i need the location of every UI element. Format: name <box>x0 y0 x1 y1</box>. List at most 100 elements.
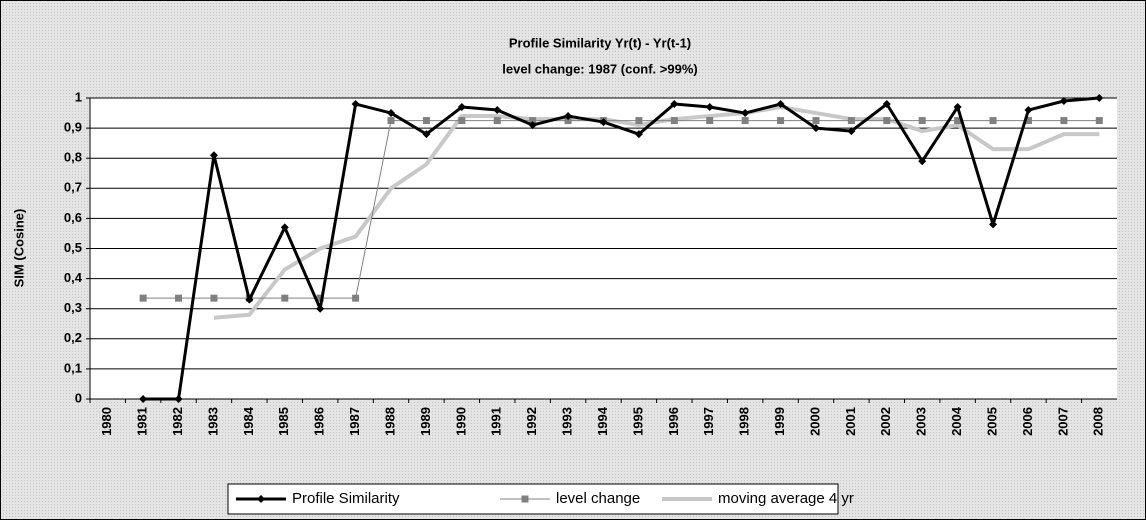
data-point <box>316 304 325 313</box>
x-tick-label: 1995 <box>630 407 645 436</box>
data-point <box>989 220 998 229</box>
data-point <box>175 294 183 302</box>
data-point <box>847 117 855 125</box>
data-point <box>776 100 785 109</box>
data-point <box>209 151 218 160</box>
data-point <box>387 117 395 125</box>
x-tick-label: 1998 <box>737 407 752 436</box>
data-point <box>245 295 254 304</box>
x-tick-label: 1987 <box>347 407 362 436</box>
y-tick-label: 0,4 <box>64 270 83 285</box>
legend-label: Profile Similarity <box>292 490 400 507</box>
x-tick-label: 2004 <box>949 406 964 436</box>
data-point <box>210 294 218 302</box>
data-point <box>741 109 750 118</box>
data-point <box>564 112 573 121</box>
data-point <box>316 294 324 302</box>
y-tick-label: 0,5 <box>64 240 82 255</box>
data-point <box>351 100 360 109</box>
data-point <box>458 117 466 125</box>
x-tick-label: 2006 <box>1020 407 1035 436</box>
data-point <box>493 117 501 125</box>
x-tick-label: 1996 <box>666 407 681 436</box>
x-tick-label: 1989 <box>418 407 433 436</box>
x-tick-label: 1990 <box>453 407 468 436</box>
y-tick-label: 0,7 <box>64 180 82 195</box>
chart-subtitle: level change: 1987 (conf. >99%) <box>502 61 697 76</box>
y-tick-label: 0,2 <box>64 330 82 345</box>
x-tick-label: 2007 <box>1055 407 1070 436</box>
x-tick-label: 2005 <box>984 407 999 436</box>
data-point <box>457 103 466 112</box>
x-tick-label: 1999 <box>772 407 787 436</box>
x-tick-label: 1980 <box>99 407 114 436</box>
x-tick-label: 2003 <box>914 407 929 436</box>
x-tick-label: 1985 <box>276 407 291 436</box>
y-tick-label: 0 <box>75 390 82 405</box>
x-tick-label: 2002 <box>878 407 893 436</box>
data-point <box>1059 97 1068 106</box>
data-point <box>989 117 997 125</box>
data-point <box>847 127 856 136</box>
data-point <box>705 103 714 112</box>
data-point <box>741 117 749 125</box>
x-tick-label: 1991 <box>489 407 504 436</box>
data-point <box>1024 106 1033 115</box>
data-point <box>564 117 572 125</box>
data-point <box>706 117 714 125</box>
series-line <box>143 120 1100 299</box>
x-tick-label: 1988 <box>382 407 397 436</box>
marker <box>257 495 265 503</box>
data-point <box>280 223 289 232</box>
y-tick-label: 0,8 <box>64 150 82 165</box>
y-tick-label: 0,9 <box>64 120 82 135</box>
data-point <box>599 118 608 127</box>
data-point <box>387 109 396 118</box>
x-tick-label: 1994 <box>595 406 610 436</box>
y-axis-label: SIM (Cosine) <box>11 209 26 288</box>
data-point <box>1060 117 1068 125</box>
data-point <box>883 117 891 125</box>
data-point <box>811 124 820 133</box>
marker <box>521 495 529 503</box>
x-tick-label: 2000 <box>807 407 822 436</box>
data-point <box>918 157 927 166</box>
data-point <box>528 121 537 130</box>
data-point <box>670 117 678 125</box>
data-point <box>882 100 891 109</box>
data-point <box>422 130 431 139</box>
y-tick-label: 0,3 <box>64 300 82 315</box>
x-tick-label: 1997 <box>701 407 716 436</box>
data-point <box>422 117 430 125</box>
data-point <box>635 117 643 125</box>
x-tick-label: 2001 <box>843 407 858 436</box>
data-point <box>139 395 148 403</box>
data-point <box>1095 94 1104 102</box>
chart-title: Profile Similarity Yr(t) - Yr(t-1) <box>509 35 691 50</box>
legend-label: level change <box>556 490 640 507</box>
x-tick-label: 1983 <box>205 407 220 436</box>
data-point <box>670 100 679 109</box>
series-line <box>143 96 1100 401</box>
series-line <box>213 105 1100 320</box>
data-point <box>139 294 147 302</box>
data-point <box>1095 117 1103 125</box>
y-tick-label: 0,6 <box>64 210 82 225</box>
data-point <box>954 117 962 125</box>
x-tick-label: 1993 <box>560 407 575 436</box>
x-tick-label: 1981 <box>135 407 150 436</box>
data-point <box>812 117 820 125</box>
data-point <box>918 117 926 125</box>
x-tick-label: 2008 <box>1091 407 1106 436</box>
data-point <box>281 294 289 302</box>
data-point <box>634 130 643 139</box>
x-tick-label: 1992 <box>524 407 539 436</box>
data-point <box>493 106 502 115</box>
x-tick-label: 1986 <box>312 407 327 436</box>
legend-label: moving average 4 yr <box>718 490 854 507</box>
data-point <box>174 395 183 403</box>
data-point <box>777 117 785 125</box>
y-tick-label: 0,1 <box>64 360 82 375</box>
